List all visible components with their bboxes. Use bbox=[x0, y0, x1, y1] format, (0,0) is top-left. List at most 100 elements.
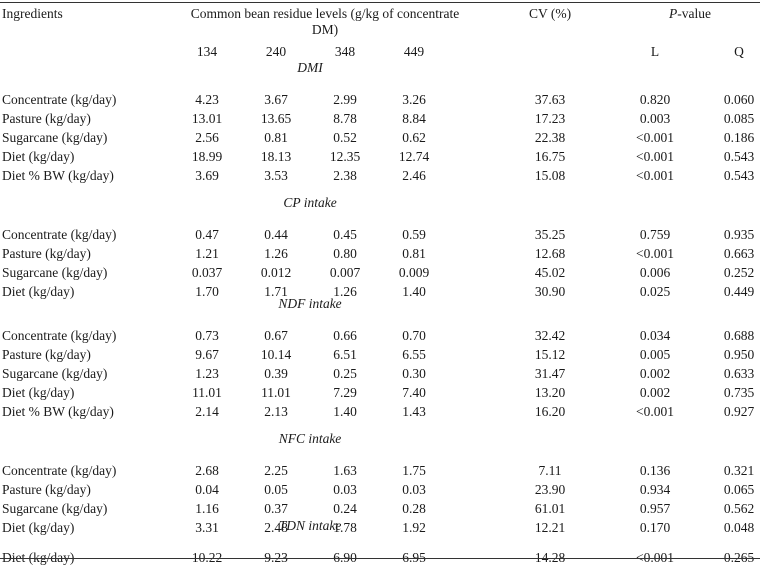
row-label: Pasture (kg/day) bbox=[2, 482, 91, 498]
row-value: 1.21 bbox=[195, 246, 219, 262]
row-pvalue-l: 0.002 bbox=[639, 385, 671, 401]
row-pvalue-l: 0.002 bbox=[639, 366, 671, 382]
row-value: 0.62 bbox=[402, 130, 426, 146]
row-cv: 13.20 bbox=[534, 385, 566, 401]
row-value: 1.75 bbox=[402, 463, 426, 478]
row-cv: 23.90 bbox=[534, 482, 566, 498]
row-label: Sugarcane (kg/day) bbox=[2, 130, 108, 146]
row-value: 0.45 bbox=[333, 227, 357, 242]
row-pvalue-l: 0.170 bbox=[639, 520, 671, 536]
row-value: 0.73 bbox=[195, 328, 219, 343]
row-value: 7.40 bbox=[402, 385, 426, 401]
row-value: 0.30 bbox=[402, 366, 426, 382]
row-value: 0.24 bbox=[333, 501, 357, 517]
row-label: Diet (kg/day) bbox=[2, 520, 75, 536]
header-pvalue-rest: -value bbox=[677, 6, 711, 21]
row-cv: 61.01 bbox=[534, 501, 566, 517]
row-label: Concentrate (kg/day) bbox=[2, 227, 117, 242]
row-value: 11.01 bbox=[192, 385, 222, 401]
row-label: Diet (kg/day) bbox=[2, 149, 75, 165]
row-value: 0.037 bbox=[191, 265, 223, 281]
row-pvalue-l: <0.001 bbox=[636, 246, 674, 262]
row-label: Concentrate (kg/day) bbox=[2, 92, 117, 107]
row-value: 2.46 bbox=[402, 168, 426, 184]
row-pvalue-l: 0.034 bbox=[639, 328, 671, 343]
row-value: 0.47 bbox=[195, 227, 219, 242]
row-label: Concentrate (kg/day) bbox=[2, 463, 117, 478]
row-pvalue-q: 0.048 bbox=[723, 520, 755, 536]
row-value: 9.67 bbox=[195, 347, 219, 363]
row-cv: 30.90 bbox=[534, 284, 566, 300]
row-value: 1.43 bbox=[402, 404, 426, 420]
row-value: 0.012 bbox=[260, 265, 292, 281]
row-pvalue-l: <0.001 bbox=[636, 130, 674, 146]
row-value: 2.99 bbox=[333, 92, 357, 107]
row-value: 12.74 bbox=[398, 149, 430, 165]
bottom-rule bbox=[0, 558, 760, 559]
row-pvalue-q: 0.688 bbox=[723, 328, 755, 343]
row-value: 1.40 bbox=[402, 284, 426, 300]
row-value: 18.99 bbox=[191, 149, 223, 165]
header-pvalue-p: P bbox=[669, 6, 678, 21]
row-value: 0.66 bbox=[333, 328, 357, 343]
row-value: 10.14 bbox=[260, 347, 292, 363]
row-pvalue-l: 0.820 bbox=[639, 92, 671, 107]
row-cv: 16.20 bbox=[534, 404, 566, 420]
row-pvalue-q: 0.252 bbox=[723, 265, 755, 281]
row-value: 13.65 bbox=[260, 111, 292, 127]
row-cv: 15.08 bbox=[534, 168, 566, 184]
header-pvalue: P-value bbox=[630, 6, 750, 22]
row-cv: 7.11 bbox=[538, 463, 562, 478]
row-value: 3.31 bbox=[195, 520, 219, 536]
row-cv: 37.63 bbox=[534, 92, 566, 107]
section-title: TDN intake bbox=[278, 518, 342, 533]
top-rule bbox=[0, 2, 760, 3]
row-label: Diet % BW (kg/day) bbox=[2, 404, 114, 420]
row-value: 7.29 bbox=[333, 385, 357, 401]
row-label: Pasture (kg/day) bbox=[2, 347, 91, 363]
row-cv: 35.25 bbox=[534, 227, 566, 242]
header-q: Q bbox=[734, 44, 744, 59]
header-cv: CV (%) bbox=[528, 6, 572, 21]
row-value: 8.78 bbox=[333, 111, 357, 127]
row-label: Diet (kg/day) bbox=[2, 284, 75, 300]
row-value: 0.52 bbox=[333, 130, 357, 146]
row-value: 0.81 bbox=[402, 246, 426, 262]
row-value: 0.03 bbox=[402, 482, 426, 498]
row-value: 1.23 bbox=[195, 366, 219, 382]
row-pvalue-l: 0.759 bbox=[639, 227, 671, 242]
header-level-0: 134 bbox=[196, 44, 218, 59]
row-cv: 22.38 bbox=[534, 130, 566, 146]
row-value: 0.007 bbox=[329, 265, 361, 281]
row-value: 1.26 bbox=[333, 284, 357, 300]
row-value: 2.38 bbox=[333, 168, 357, 184]
row-value: 6.55 bbox=[402, 347, 426, 363]
row-label: Pasture (kg/day) bbox=[2, 246, 91, 262]
row-value: 12.35 bbox=[329, 149, 361, 165]
section-title: CP intake bbox=[283, 195, 337, 210]
row-value: 18.13 bbox=[260, 149, 292, 165]
row-value: 2.56 bbox=[195, 130, 219, 146]
section-title: NFC intake bbox=[278, 431, 342, 446]
row-value: 3.67 bbox=[264, 92, 288, 107]
row-value: 0.44 bbox=[264, 227, 288, 242]
row-value: 0.37 bbox=[264, 501, 288, 517]
row-pvalue-q: 0.543 bbox=[723, 149, 755, 165]
row-value: 3.26 bbox=[402, 92, 426, 107]
header-levels-line1: Common bean residue levels (g/kg of conc… bbox=[190, 6, 460, 21]
row-value: 3.69 bbox=[195, 168, 219, 184]
row-value: 6.51 bbox=[333, 347, 357, 363]
row-value: 0.81 bbox=[264, 130, 288, 146]
row-value: 1.40 bbox=[333, 404, 357, 420]
row-cv: 32.42 bbox=[534, 328, 566, 343]
header-level-3: 449 bbox=[403, 44, 425, 59]
row-pvalue-q: 0.321 bbox=[723, 463, 755, 478]
header-ingredients: Ingredients bbox=[2, 6, 63, 21]
row-pvalue-q: 0.935 bbox=[723, 227, 755, 242]
row-label: Sugarcane (kg/day) bbox=[2, 366, 108, 382]
row-value: 0.67 bbox=[264, 328, 288, 343]
row-pvalue-q: 0.060 bbox=[723, 92, 755, 107]
row-value: 0.28 bbox=[402, 501, 426, 517]
row-pvalue-q: 0.085 bbox=[723, 111, 755, 127]
row-pvalue-l: 0.003 bbox=[639, 111, 671, 127]
